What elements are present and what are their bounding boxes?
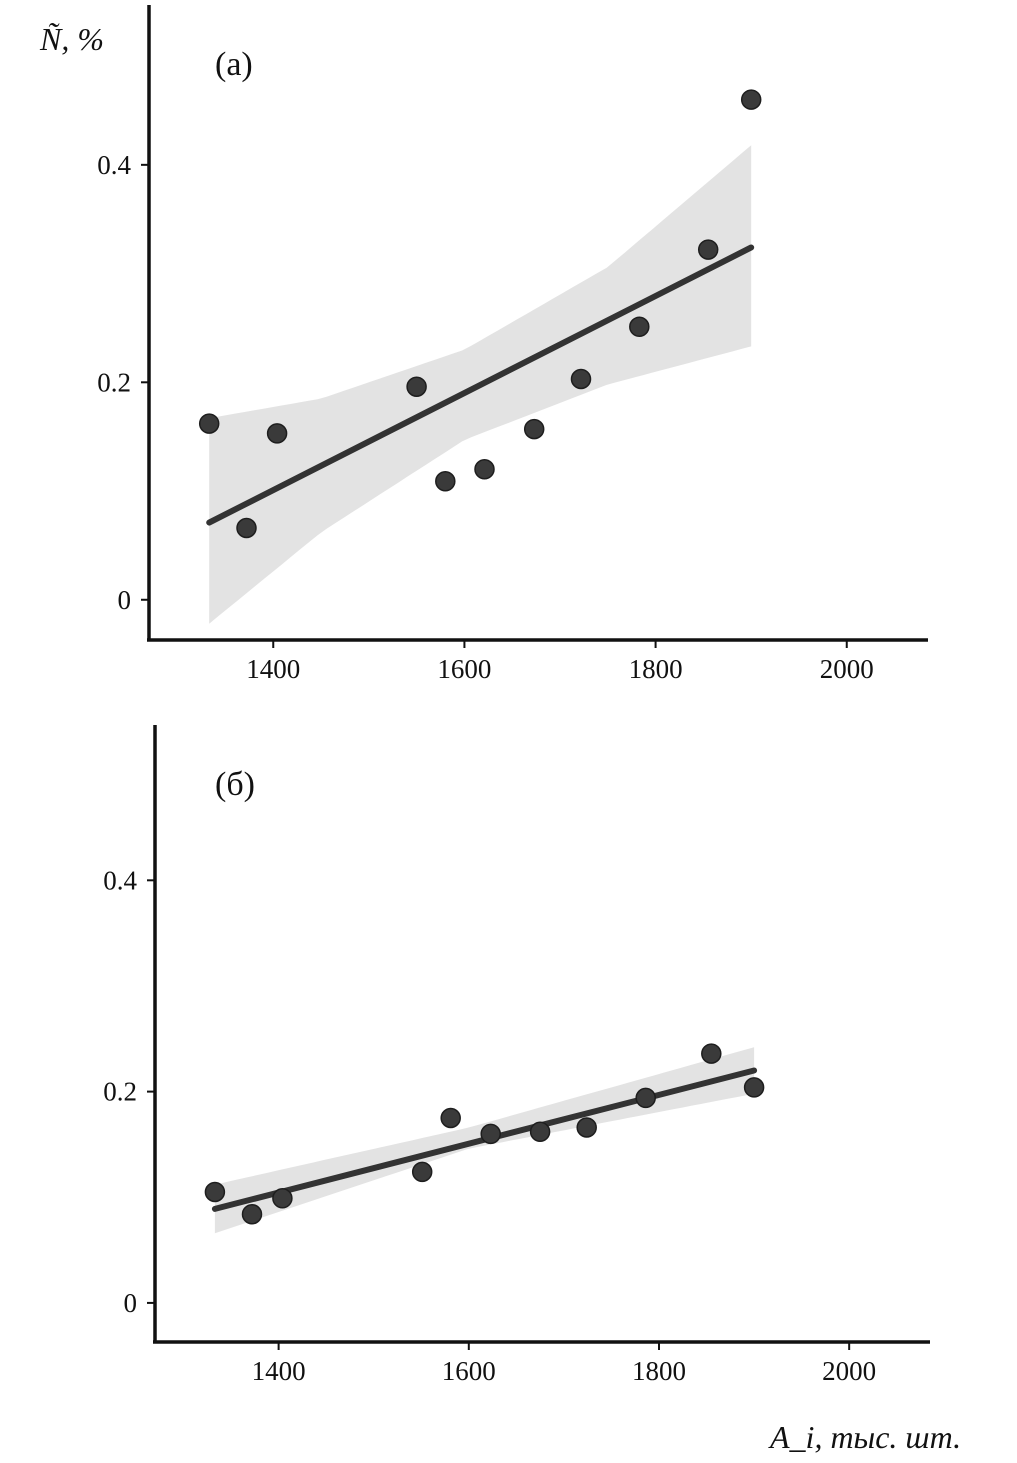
data-point-b xyxy=(529,1121,551,1143)
x-tick-label-b: 2000 xyxy=(822,1356,876,1386)
data-point-b xyxy=(743,1077,765,1098)
data-point-b xyxy=(272,1188,293,1209)
data-point-b xyxy=(635,1087,656,1109)
data-point-a xyxy=(629,316,650,338)
x-axis-label: A_i, тыс. шт. xyxy=(768,1419,961,1455)
x-tick-label-b: 1600 xyxy=(442,1356,496,1386)
data-point-a xyxy=(198,413,220,434)
data-point-b xyxy=(701,1043,722,1064)
x-tick-label-a: 2000 xyxy=(820,654,874,684)
x-tick-label-b: 1400 xyxy=(252,1356,306,1386)
panel-label-b: (б) xyxy=(215,766,255,803)
data-point-a xyxy=(406,376,427,397)
data-point-a xyxy=(697,239,719,260)
data-point-a xyxy=(236,517,257,539)
data-point-a xyxy=(435,471,456,492)
y-tick-label-b: 0.2 xyxy=(103,1077,137,1107)
data-point-b xyxy=(241,1203,263,1225)
x-tick-label-a: 1400 xyxy=(246,654,300,684)
y-tick-label-b: 0.4 xyxy=(103,865,137,895)
panel-a: 1400 1600 1800 2000 0 0.2 0.4 (а) Ñ, % xyxy=(39,5,928,684)
data-point-a xyxy=(523,418,545,440)
data-point-a xyxy=(740,89,762,110)
data-point-a xyxy=(570,368,592,390)
panel-b: 1400 1600 1800 2000 0 0.2 0.4 (б) A_i, тыс. шт… xyxy=(103,725,961,1455)
data-point-b xyxy=(411,1161,433,1183)
y-tick-label-b: 0 xyxy=(124,1288,138,1318)
x-tick-label-a: 1800 xyxy=(629,654,683,684)
panel-label-a: (а) xyxy=(215,46,253,83)
data-point-b xyxy=(440,1107,461,1129)
y-tick-label-a: 0.2 xyxy=(97,367,131,397)
y-tick-label-a: 0.4 xyxy=(97,150,131,180)
y-tick-label-a: 0 xyxy=(118,585,132,615)
data-point-a xyxy=(474,459,495,480)
data-point-b xyxy=(480,1123,501,1145)
regression-line-a xyxy=(206,244,755,526)
data-point-b xyxy=(204,1181,226,1203)
data-point-a xyxy=(266,423,288,444)
x-tick-label-b: 1800 xyxy=(632,1356,686,1386)
y-axis-label: Ñ, % xyxy=(39,21,104,57)
x-tick-label-a: 1600 xyxy=(437,654,491,684)
data-point-b xyxy=(576,1117,597,1138)
